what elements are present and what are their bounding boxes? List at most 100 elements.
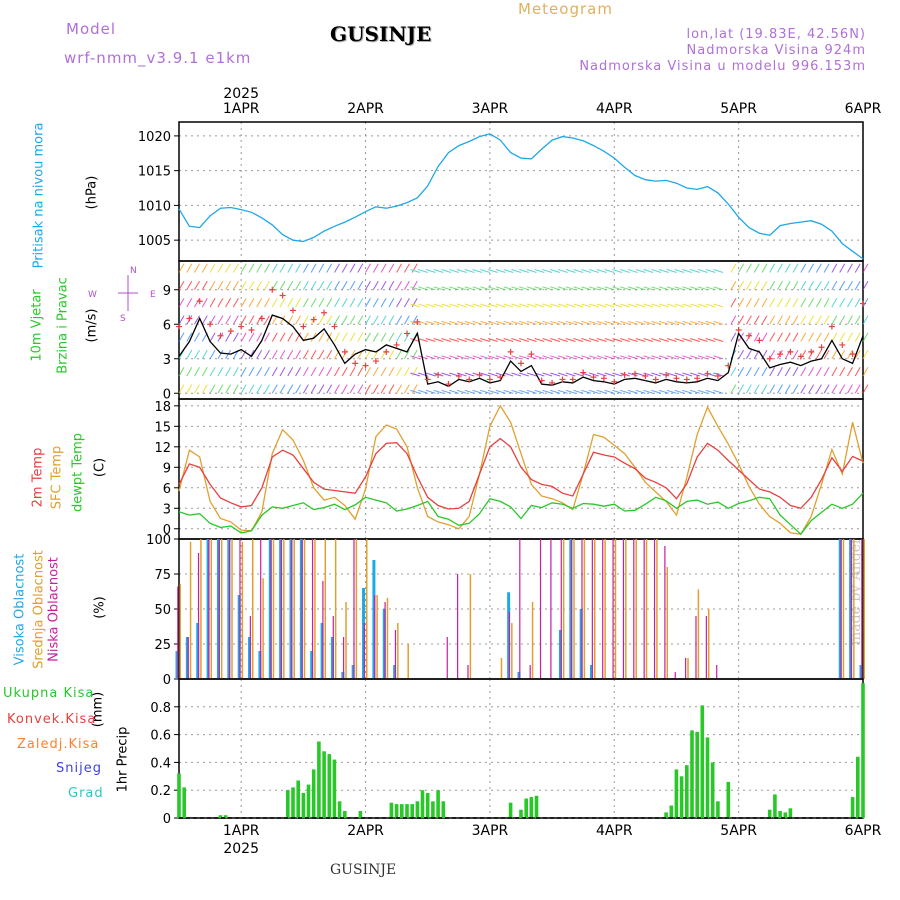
wind-barb bbox=[334, 332, 340, 342]
precip-bar bbox=[389, 802, 394, 818]
wind-barb bbox=[396, 263, 403, 273]
wind-gust-marker bbox=[362, 362, 369, 369]
wind-barb bbox=[769, 332, 776, 342]
wind-barb bbox=[526, 320, 537, 325]
wind-barb bbox=[690, 286, 700, 291]
wind-barb bbox=[769, 263, 776, 273]
wind-barb bbox=[745, 298, 752, 308]
wind-gust-marker bbox=[445, 381, 452, 388]
wind-barb bbox=[534, 389, 545, 394]
wind-barb bbox=[620, 303, 630, 308]
wind-barb bbox=[519, 320, 529, 325]
wind-barb bbox=[349, 367, 356, 377]
wind-barb bbox=[456, 389, 467, 394]
wind-barb bbox=[232, 384, 239, 394]
wind-barb bbox=[441, 303, 452, 308]
wind-gust-marker bbox=[300, 323, 307, 330]
wind-barb bbox=[425, 286, 436, 291]
precip-bar bbox=[524, 798, 528, 818]
wind-barb bbox=[295, 298, 302, 308]
wind-barb bbox=[302, 263, 309, 273]
wind-barb bbox=[745, 384, 752, 394]
wind-barb bbox=[264, 367, 270, 377]
wind-gust-marker bbox=[435, 371, 442, 378]
wind-barb bbox=[225, 280, 232, 291]
wind-barb bbox=[248, 332, 255, 342]
precip-bar bbox=[788, 808, 793, 818]
wind-barb bbox=[557, 320, 568, 325]
wind-barb bbox=[472, 286, 483, 291]
wind-barb bbox=[279, 367, 286, 377]
wind-barb bbox=[487, 269, 498, 273]
wind-barb bbox=[256, 349, 263, 360]
wind-barb bbox=[815, 332, 822, 342]
dewpt-line bbox=[178, 492, 864, 536]
wind-barb bbox=[464, 338, 475, 342]
wind-barb bbox=[441, 355, 452, 360]
wind-barb bbox=[573, 338, 584, 342]
precip-bar bbox=[519, 809, 523, 818]
wind-barb bbox=[557, 389, 568, 394]
wind-barb bbox=[666, 338, 677, 342]
wind-barb bbox=[480, 269, 491, 273]
wind-barb bbox=[209, 315, 216, 325]
bottom-year-label: 2025 bbox=[223, 841, 259, 857]
precip-bar bbox=[436, 790, 440, 818]
wind-barb bbox=[823, 263, 830, 273]
y-tick-label: 0.4 bbox=[150, 756, 171, 771]
wind-barb bbox=[178, 263, 185, 273]
wind-barb bbox=[232, 332, 239, 342]
wind-barb bbox=[410, 320, 421, 325]
wind-barb bbox=[761, 332, 768, 342]
bottom-day-label: 6APR bbox=[845, 823, 882, 839]
wind-barb bbox=[456, 303, 467, 308]
wind-barb bbox=[596, 269, 607, 273]
wind-barb bbox=[604, 355, 615, 360]
wind-barb bbox=[542, 320, 553, 325]
wind-barb bbox=[769, 280, 776, 291]
wind-barb bbox=[511, 338, 522, 342]
wind-barb bbox=[713, 320, 724, 325]
wind-barb bbox=[287, 367, 294, 377]
precip-bar bbox=[358, 811, 363, 818]
wind-barb bbox=[862, 384, 869, 394]
wind-barb bbox=[808, 298, 815, 308]
legend-conv-rain: Konvek.Kisa bbox=[7, 712, 97, 727]
wind-barb bbox=[425, 355, 436, 360]
wind-gust-marker bbox=[549, 379, 556, 386]
wind-barb bbox=[396, 280, 403, 291]
wind-barb bbox=[769, 298, 776, 308]
wind-barb bbox=[487, 286, 498, 291]
wind-barb bbox=[777, 263, 783, 273]
wind-barb bbox=[232, 298, 239, 308]
wind-barb bbox=[194, 367, 200, 377]
wind-barb bbox=[557, 338, 568, 342]
wind-barb bbox=[862, 280, 869, 291]
wind-barb bbox=[295, 384, 302, 394]
wind-barb bbox=[573, 372, 584, 377]
wind-barb bbox=[295, 280, 302, 291]
wind-barb bbox=[565, 372, 576, 377]
wind-barb bbox=[705, 338, 716, 342]
wind-barb bbox=[279, 349, 286, 360]
precip-bar bbox=[773, 794, 777, 818]
precip-bar bbox=[306, 784, 311, 818]
wind-barb bbox=[581, 320, 592, 325]
wind-barb bbox=[658, 269, 669, 273]
wind-barb bbox=[581, 389, 592, 394]
wind-barb bbox=[334, 263, 340, 273]
y-tick-label: 0 bbox=[163, 523, 171, 538]
wind-barb bbox=[310, 263, 317, 273]
wind-gust-marker bbox=[217, 332, 224, 339]
wind-barb bbox=[480, 389, 491, 394]
wind-barb bbox=[441, 372, 452, 377]
wind-barb bbox=[248, 263, 255, 273]
wind-barb bbox=[248, 384, 255, 394]
wind-barb bbox=[511, 286, 522, 291]
wind-barb bbox=[209, 349, 216, 360]
wind-barb bbox=[519, 389, 529, 394]
wind-barb bbox=[201, 315, 208, 325]
wind-barb bbox=[823, 384, 830, 394]
wind-barb bbox=[217, 349, 224, 360]
